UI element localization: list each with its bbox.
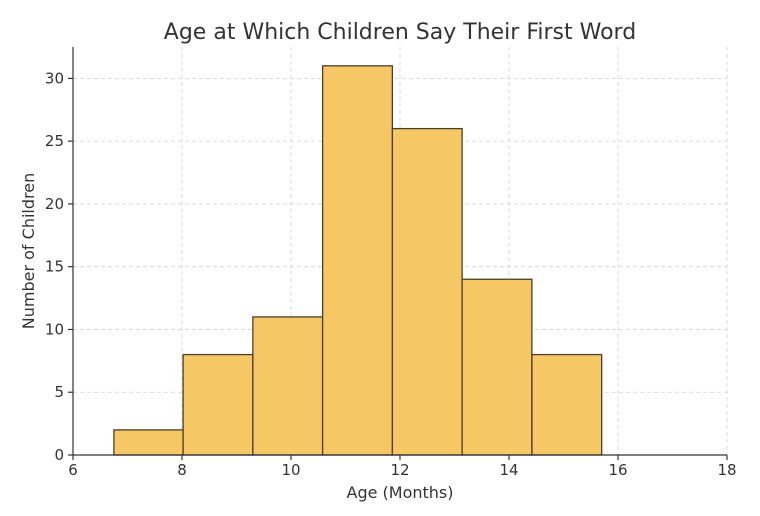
x-tick-label: 10	[281, 461, 300, 479]
y-tick-label: 10	[45, 320, 64, 338]
x-tick-label: 16	[608, 461, 627, 479]
chart-title: Age at Which Children Say Their First Wo…	[164, 20, 636, 45]
y-tick-label: 25	[45, 132, 64, 150]
histogram-bar	[182, 353, 254, 456]
histogram-bar	[391, 127, 463, 456]
x-axis-label: Age (Months)	[347, 483, 454, 502]
y-axis-label: Number of Children	[19, 173, 38, 329]
bars	[113, 65, 603, 456]
histogram-bar	[531, 353, 603, 456]
x-ticks: 6 8 10 12 14 16 18	[68, 455, 737, 479]
histogram-bar	[113, 429, 184, 456]
y-tick-label: 15	[45, 258, 64, 276]
x-tick-label: 18	[717, 461, 736, 479]
x-tick-label: 8	[177, 461, 187, 479]
y-tick-label: 30	[45, 69, 64, 87]
y-ticks: 0 5 10 15 20 25 30	[45, 69, 73, 464]
x-tick-label: 14	[499, 461, 518, 479]
x-tick-label: 6	[68, 461, 78, 479]
y-tick-label: 5	[54, 383, 64, 401]
histogram-bar	[461, 278, 533, 456]
histogram-bar	[321, 65, 394, 456]
histogram-bar	[252, 316, 324, 456]
y-tick-label: 20	[45, 195, 64, 213]
y-tick-label: 0	[54, 446, 64, 464]
x-tick-label: 12	[390, 461, 409, 479]
